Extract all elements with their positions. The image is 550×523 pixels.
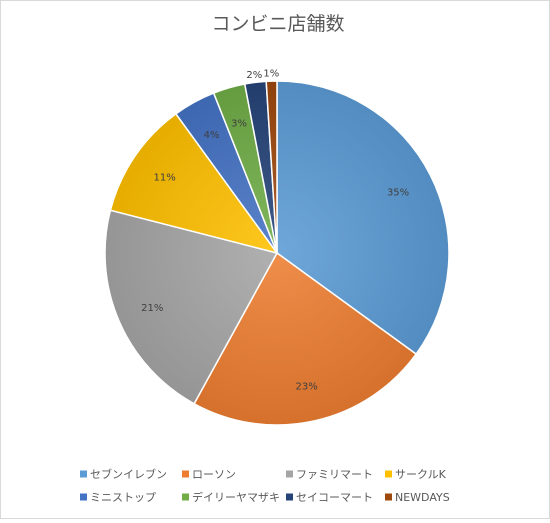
data-label-2: 21% <box>141 303 163 314</box>
legend-swatch-6 <box>286 493 293 501</box>
legend-item-5: デイリーヤマザキ <box>182 490 280 504</box>
legend-label-2: ファミリマート <box>296 468 373 481</box>
legend-swatch-0 <box>80 470 87 478</box>
data-label-1: 23% <box>296 382 318 393</box>
legend: セブンイレブン ローソン ファミリマート サークルK ミニストップ デイリーヤマザキ セイコ… <box>80 467 450 504</box>
data-label-3: 11% <box>153 173 175 184</box>
legend-item-4: ミニストップ <box>80 491 156 504</box>
slice-2 <box>104 209 279 405</box>
data-label-5: 3% <box>231 119 247 130</box>
legend-item-1: ローソン <box>182 468 236 481</box>
chart-title: コンビニ店舗数 <box>211 13 344 35</box>
data-label-4: 4% <box>204 130 220 141</box>
data-label-0: 35% <box>387 187 409 198</box>
slice-3 <box>109 112 279 255</box>
legend-item-3: サークルK <box>385 468 447 481</box>
legend-label-6: セイコーマート <box>296 491 373 504</box>
legend-swatch-2 <box>286 470 293 478</box>
data-label-7: 1% <box>263 68 279 79</box>
legend-label-4: ミニストップ <box>90 491 156 504</box>
data-label-6: 2% <box>246 70 262 81</box>
legend-item-0: セブンイレブン <box>80 467 167 481</box>
slice-1 <box>193 251 418 426</box>
legend-label-3: サークルK <box>395 468 447 481</box>
legend-label-5: デイリーヤマザキ <box>192 490 280 504</box>
legend-swatch-3 <box>385 470 392 478</box>
legend-item-7: NEWDAYS <box>385 491 450 504</box>
legend-label-7: NEWDAYS <box>395 491 450 504</box>
legend-swatch-4 <box>80 493 87 501</box>
legend-swatch-7 <box>385 493 392 501</box>
slice-0 <box>276 80 450 356</box>
legend-label-1: ローソン <box>192 468 236 481</box>
data-labels: 35% 23% 21% 11% 4% 3% 2% 1% <box>141 68 409 392</box>
legend-swatch-5 <box>182 493 189 501</box>
legend-item-2: ファミリマート <box>286 468 373 481</box>
legend-item-6: セイコーマート <box>286 491 373 504</box>
slice-7 <box>265 80 278 254</box>
legend-label-0: セブンイレブン <box>90 467 167 481</box>
pie-slices <box>104 80 450 426</box>
legend-swatch-1 <box>182 470 189 478</box>
